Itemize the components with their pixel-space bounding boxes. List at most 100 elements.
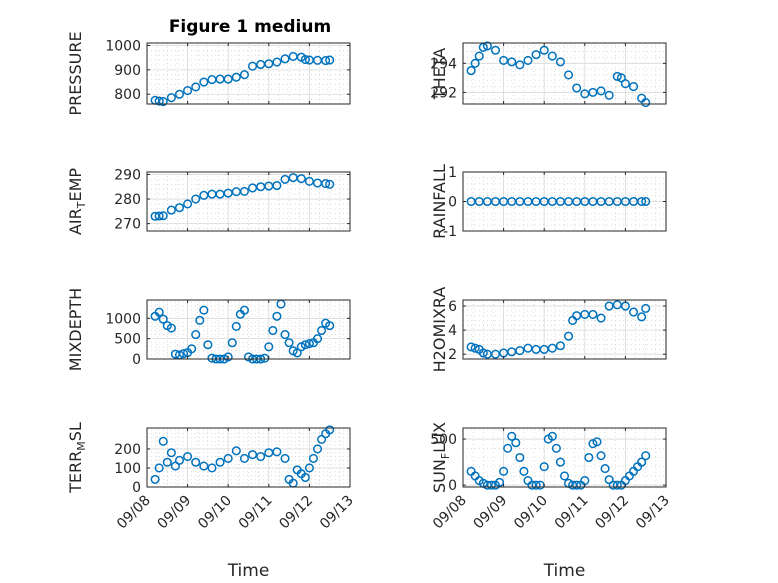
data-point — [183, 451, 193, 462]
data-point — [325, 321, 335, 331]
data-point — [308, 453, 319, 464]
data-point — [637, 196, 647, 207]
y-axis-label: RAINFALL — [430, 164, 449, 239]
data-point — [150, 474, 160, 484]
data-point — [572, 83, 582, 93]
data-point — [199, 461, 209, 471]
data-point — [223, 352, 233, 362]
data-point — [300, 340, 310, 350]
data-point — [158, 314, 168, 324]
y-tick-label: 4 — [448, 323, 457, 339]
y-tick-label: 100 — [114, 461, 141, 477]
data-point — [166, 205, 176, 215]
data-point — [503, 443, 513, 453]
x-axis-label: Time — [543, 561, 586, 581]
data-point — [191, 82, 201, 92]
series-markers — [466, 431, 651, 490]
data-point — [284, 338, 294, 348]
y-axis-label-part: MIXDEPTH — [66, 288, 85, 371]
y-axis-label: SUNFLUX — [430, 422, 452, 493]
data-point — [519, 466, 529, 476]
data-point — [166, 448, 176, 458]
data-point — [280, 174, 290, 184]
y-tick-label: 6 — [448, 299, 457, 315]
y-axis-label-part: THETA — [430, 48, 449, 100]
data-point — [231, 446, 241, 456]
data-point — [641, 451, 651, 461]
data-point — [174, 455, 185, 465]
data-point — [223, 74, 233, 84]
data-point — [628, 307, 639, 317]
data-point — [515, 346, 525, 356]
data-point — [215, 457, 225, 467]
data-point — [551, 443, 561, 453]
y-axis-label-part: RAINFALL — [430, 164, 449, 239]
y-tick-label: 270 — [114, 217, 141, 233]
data-point — [555, 341, 565, 351]
data-point — [572, 480, 582, 490]
data-point — [482, 41, 492, 51]
y-axis-label-part: PRESSURE — [66, 31, 85, 115]
subplot-air-temp: 270 280 290 AIRTEMP — [66, 167, 351, 235]
data-point — [580, 89, 590, 99]
data-point — [539, 45, 549, 55]
data-point — [280, 453, 290, 464]
data-point — [199, 77, 209, 87]
y-tick-label: 2 — [448, 347, 457, 363]
data-point — [158, 211, 168, 221]
y-tick-label: 0 — [132, 480, 141, 496]
data-point — [248, 61, 258, 71]
data-point — [154, 307, 164, 317]
data-point — [600, 464, 610, 474]
data-point — [239, 186, 249, 196]
y-tick-label: 0 — [132, 352, 141, 368]
y-tick-label: 200 — [114, 442, 141, 458]
data-point — [523, 55, 533, 65]
data-point — [231, 321, 241, 331]
y-axis-label-subscript: T — [75, 201, 88, 209]
y-tick-label: 500 — [114, 332, 141, 348]
data-point — [596, 86, 606, 96]
data-point — [641, 303, 651, 313]
y-tick-label: 280 — [114, 192, 141, 208]
data-point — [223, 453, 233, 464]
y-tick-label: 294 — [430, 56, 457, 72]
data-point — [321, 56, 331, 66]
data-point — [325, 55, 335, 65]
data-point — [174, 89, 185, 99]
axes-frame — [462, 42, 667, 105]
data-point — [272, 311, 282, 321]
y-tick-label: 800 — [114, 87, 141, 103]
y-tick-label: 900 — [114, 63, 141, 79]
subplot-pressure: 800 900 1000 PRESSURE — [66, 31, 351, 116]
y-axis-label-subscript: M — [75, 441, 88, 451]
y-axis-label-subscript: F — [439, 453, 452, 459]
data-point — [466, 342, 476, 352]
axes-frame — [462, 427, 667, 488]
data-point — [191, 194, 201, 204]
data-point — [312, 334, 323, 344]
y-tick-label: 290 — [114, 167, 141, 183]
data-point — [559, 471, 570, 481]
y-tick-label: 1 — [448, 165, 457, 181]
data-point — [280, 54, 290, 64]
data-point — [300, 472, 310, 483]
data-point — [154, 211, 164, 221]
data-point — [637, 457, 647, 467]
axes-frame — [462, 299, 667, 360]
data-point — [470, 343, 480, 353]
data-point — [637, 312, 647, 322]
data-point — [183, 199, 193, 209]
data-point — [325, 425, 335, 435]
data-point — [515, 60, 525, 70]
data-point — [191, 330, 201, 340]
data-point — [191, 457, 201, 467]
y-tick-label: 1000 — [105, 38, 141, 54]
data-point — [304, 338, 314, 349]
y-axis-label-part: TERR — [66, 451, 85, 494]
data-point — [207, 463, 217, 473]
data-point — [272, 180, 282, 191]
data-point — [239, 70, 249, 80]
data-point — [183, 86, 193, 96]
